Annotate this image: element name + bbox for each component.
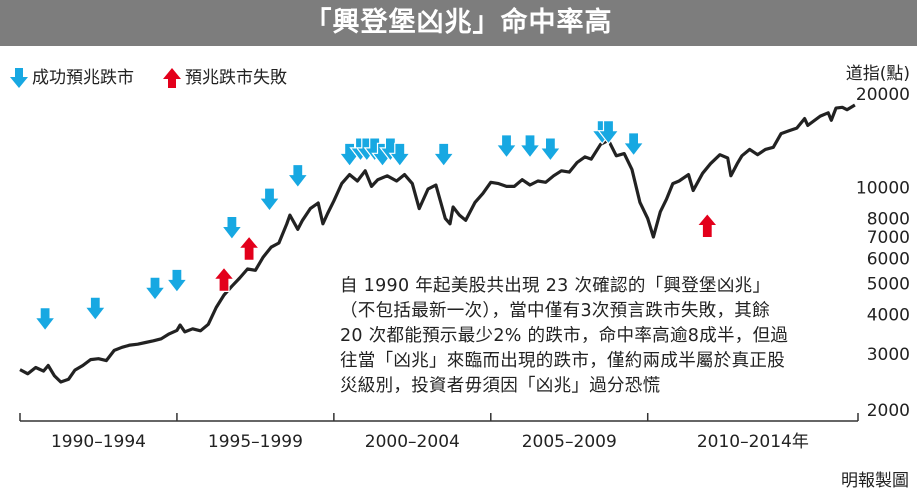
legend-fail: 預兆跌市失敗 [163, 66, 287, 90]
x-tick-label: 2010–2014年 [697, 432, 809, 452]
success-marker-arrow-icon [518, 134, 542, 159]
success-marker-arrow-icon [388, 142, 412, 168]
fail-marker-arrow-icon [696, 212, 719, 239]
success-marker-arrow-icon [539, 137, 562, 162]
x-tick-label: 2005–2009 [522, 432, 617, 452]
success-marker-arrow-icon [143, 276, 167, 302]
legend-fail-arrow-icon [163, 68, 181, 88]
x-tick-label: 1995–1999 [208, 432, 303, 452]
annotation-line: （不包括最新一次），當中僅有3次預言跌市失敗，其餘 [340, 301, 770, 321]
y-tick-label: 6000 [867, 249, 910, 269]
success-marker-arrow-icon [622, 132, 645, 157]
success-marker-arrow-icon [258, 187, 281, 212]
y-tick-label: 3000 [867, 345, 910, 365]
y-tick-label: 5000 [867, 274, 910, 294]
annotation-line: 20 次都能預示最少2% 的跌市，命中率高逾8成半，但過 [340, 326, 789, 346]
legend-fail-label: 預兆跌市失敗 [185, 68, 287, 88]
y-tick-label: 10000 [856, 179, 910, 199]
success-marker-arrow-icon [597, 120, 620, 145]
success-marker-arrow-icon [33, 307, 57, 332]
x-tick-label: 2000–2004 [365, 432, 460, 452]
y-tick-label: 7000 [867, 228, 910, 248]
legend-success: 成功預兆跌市 [10, 66, 134, 90]
success-marker-arrow-icon [286, 163, 310, 189]
y-tick-label: 20000 [856, 85, 910, 105]
success-marker-arrow-icon [84, 296, 107, 322]
dow-jones-line [19, 103, 856, 384]
chart-title: 「興登堡凶兆」命中率高 [0, 0, 917, 46]
y-tick-label: 2000 [867, 401, 910, 421]
legend-success-arrow-icon [10, 68, 28, 88]
credit-label: 明報製圖 [841, 471, 909, 491]
annotation-line: 往當「凶兆」來臨而出現的跌市，僅約兩成半屬於真正股 [340, 351, 785, 371]
x-axis-layer: 1990–1994 1995–1999 2000–2004 2005–2009 2010… [19, 413, 859, 452]
annotation-box: 自 1990 年起美股共出現 23 次確認的「興登堡凶兆」 （不包括最新一次），… [330, 270, 828, 410]
success-marker-arrow-icon [165, 268, 189, 294]
success-marker-arrow-icon [495, 134, 518, 159]
y-tick-label: 4000 [867, 305, 910, 325]
fail-marker-arrow-icon [212, 266, 236, 292]
annotation-line: 災級別，投資者毋須因「凶兆」過分恐慌 [340, 376, 661, 396]
y-tick-label: 8000 [867, 210, 910, 230]
legend-success-label: 成功預兆跌市 [32, 68, 134, 88]
success-marker-arrow-icon [432, 142, 455, 168]
marker-layer [33, 120, 719, 332]
x-tick-label: 1990–1994 [51, 432, 146, 452]
fail-marker-arrow-icon [237, 235, 261, 261]
y-axis-label: 道指(點) [846, 64, 910, 84]
annotation-line: 自 1990 年起美股共出現 23 次確認的「興登堡凶兆」 [340, 276, 771, 296]
success-marker-arrow-icon [220, 215, 244, 241]
